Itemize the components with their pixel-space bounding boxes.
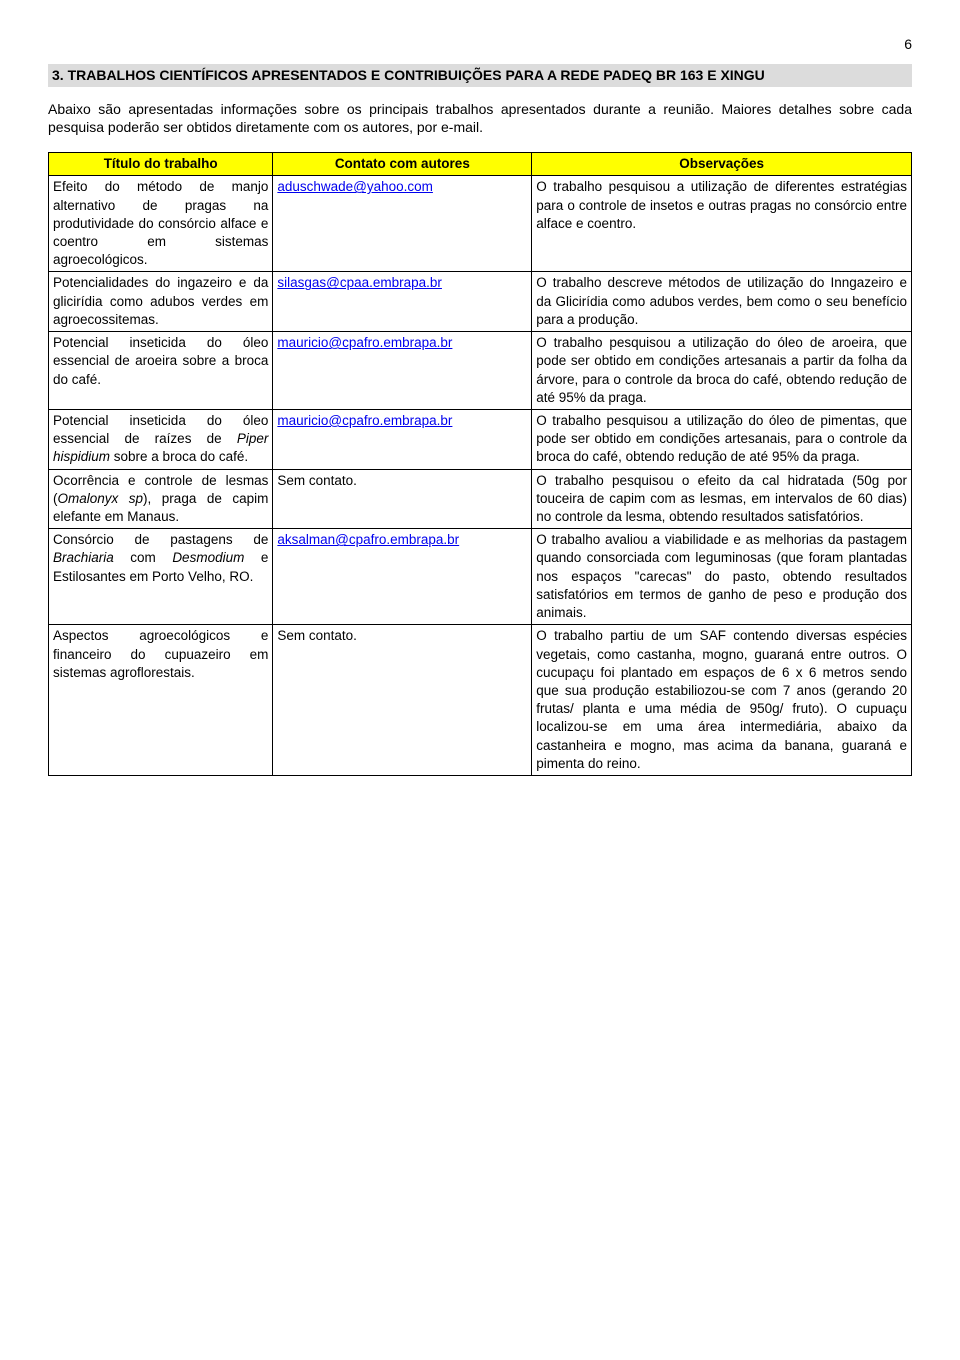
cell-title: Ocorrência e controle de lesmas (Omalony…: [49, 469, 273, 529]
contact-link[interactable]: aksalman@cpafro.embrapa.br: [277, 532, 459, 547]
col-header-title: Título do trabalho: [49, 153, 273, 176]
cell-contact: mauricio@cpafro.embrapa.br: [273, 332, 532, 410]
section-title: 3. TRABALHOS CIENTÍFICOS APRESENTADOS E …: [48, 64, 912, 88]
contact-link[interactable]: mauricio@cpafro.embrapa.br: [277, 413, 452, 428]
cell-contact: aksalman@cpafro.embrapa.br: [273, 529, 532, 625]
cell-contact: Sem contato.: [273, 625, 532, 776]
table-row: Potencial inseticida do óleo essencial d…: [49, 409, 912, 469]
intro-paragraph: Abaixo são apresentadas informações sobr…: [48, 101, 912, 136]
cell-contact: aduschwade@yahoo.com: [273, 176, 532, 272]
table-row: Efeito do método de manjo alternativo de…: [49, 176, 912, 272]
cell-obs: O trabalho pesquisou a utilização do óle…: [532, 409, 912, 469]
cell-title: Potencial inseticida do óleo essencial d…: [49, 409, 273, 469]
cell-obs: O trabalho partiu de um SAF contendo div…: [532, 625, 912, 776]
cell-title: Potencial inseticida do óleo essencial d…: [49, 332, 273, 410]
cell-obs: O trabalho pesquisou a utilização do óle…: [532, 332, 912, 410]
table-row: Potencialidades do ingazeiro e da glicir…: [49, 272, 912, 332]
contact-link[interactable]: silasgas@cpaa.embrapa.br: [277, 275, 442, 290]
cell-title: Potencialidades do ingazeiro e da glicir…: [49, 272, 273, 332]
col-header-contact: Contato com autores: [273, 153, 532, 176]
cell-contact: silasgas@cpaa.embrapa.br: [273, 272, 532, 332]
col-header-obs: Observações: [532, 153, 912, 176]
cell-obs: O trabalho pesquisou o efeito da cal hid…: [532, 469, 912, 529]
table-row: Aspectos agroecológicos e financeiro do …: [49, 625, 912, 776]
table-row: Potencial inseticida do óleo essencial d…: [49, 332, 912, 410]
contact-link[interactable]: aduschwade@yahoo.com: [277, 179, 433, 194]
table-row: Consórcio de pastagens de Brachiaria com…: [49, 529, 912, 625]
cell-title: Aspectos agroecológicos e financeiro do …: [49, 625, 273, 776]
cell-contact: mauricio@cpafro.embrapa.br: [273, 409, 532, 469]
contact-link[interactable]: mauricio@cpafro.embrapa.br: [277, 335, 452, 350]
cell-title: Efeito do método de manjo alternativo de…: [49, 176, 273, 272]
works-table: Título do trabalho Contato com autores O…: [48, 152, 912, 776]
cell-obs: O trabalho avaliou a viabilidade e as me…: [532, 529, 912, 625]
page-number: 6: [48, 36, 912, 54]
table-header-row: Título do trabalho Contato com autores O…: [49, 153, 912, 176]
cell-obs: O trabalho pesquisou a utilização de dif…: [532, 176, 912, 272]
cell-contact: Sem contato.: [273, 469, 532, 529]
cell-obs: O trabalho descreve métodos de utilizaçã…: [532, 272, 912, 332]
cell-title: Consórcio de pastagens de Brachiaria com…: [49, 529, 273, 625]
table-row: Ocorrência e controle de lesmas (Omalony…: [49, 469, 912, 529]
